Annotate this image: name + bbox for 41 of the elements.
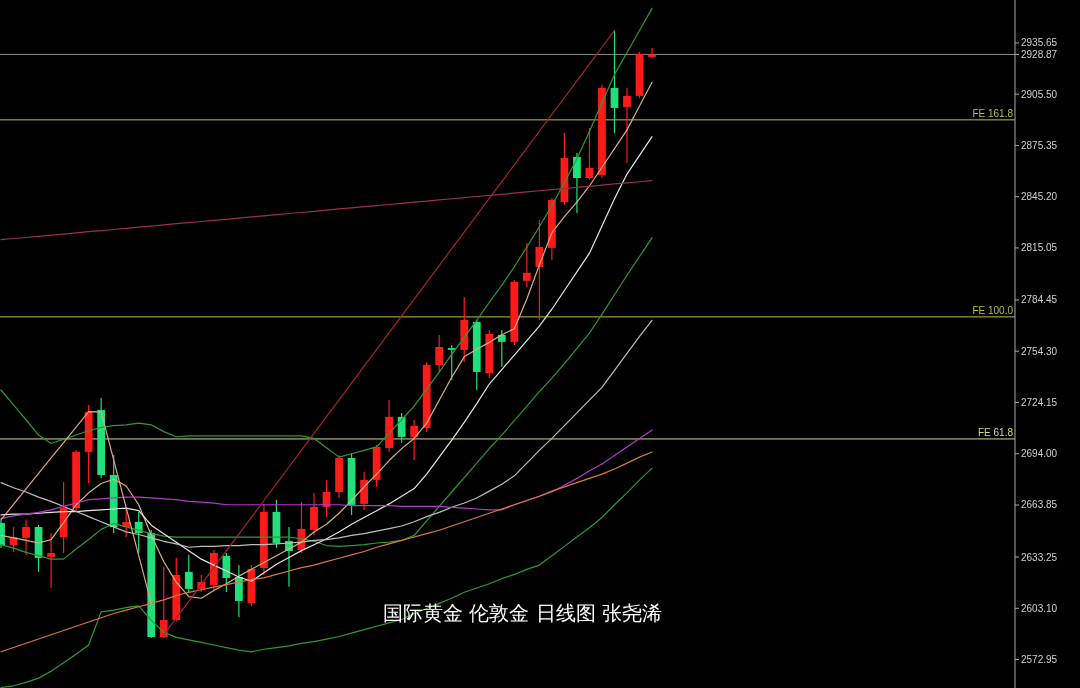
y-tick-label: 2572.95 — [1021, 654, 1058, 666]
candlestick — [22, 519, 30, 556]
candlestick — [573, 152, 581, 214]
candlestick — [435, 334, 444, 373]
y-tick-label: 2845.20 — [1021, 191, 1058, 203]
candlestick — [522, 242, 531, 288]
y-tick-label: 2633.25 — [1021, 551, 1058, 563]
ref-line-label: FE 161.8 — [972, 107, 1014, 119]
candlestick — [310, 492, 318, 536]
ref-line-label: FE 100.0 — [972, 304, 1014, 316]
candlestick — [410, 419, 419, 461]
y-tick-label: 2784.45 — [1021, 294, 1058, 306]
candlestick — [610, 29, 619, 134]
candlestick — [648, 47, 656, 59]
y-tick-label: 2928.87 — [1021, 48, 1058, 60]
candlestick — [497, 329, 506, 368]
ref-line-label: FE 61.8 — [977, 426, 1014, 438]
line-series — [0, 7, 653, 458]
y-tick-label: 2663.85 — [1021, 499, 1058, 511]
y-tick-label: 2724.15 — [1021, 396, 1058, 408]
line-series — [0, 237, 653, 560]
candlestick — [47, 532, 55, 589]
candlestick — [360, 471, 368, 511]
candlestick — [535, 219, 544, 321]
candlestick — [397, 412, 406, 444]
candlestick — [222, 552, 231, 593]
y-tick-label: 2694.00 — [1021, 448, 1058, 460]
candlestick — [184, 554, 193, 594]
candlestick — [585, 127, 594, 181]
y-tick-label: 2815.05 — [1021, 242, 1058, 254]
y-tick-label: 2875.35 — [1021, 139, 1058, 151]
y-tick-label: 2935.65 — [1021, 37, 1058, 49]
annotation: 国际黄金 伦敦金 日线图 张尧浠 — [382, 601, 663, 625]
y-tick-label: 2905.50 — [1021, 88, 1058, 100]
candlestick — [623, 87, 631, 164]
y-tick-label: 2603.10 — [1021, 602, 1058, 614]
line-series — [0, 179, 653, 241]
candlestick — [235, 564, 243, 618]
line-series — [0, 410, 152, 604]
y-tick-label: 2754.30 — [1021, 345, 1058, 357]
candlestick — [134, 511, 143, 554]
